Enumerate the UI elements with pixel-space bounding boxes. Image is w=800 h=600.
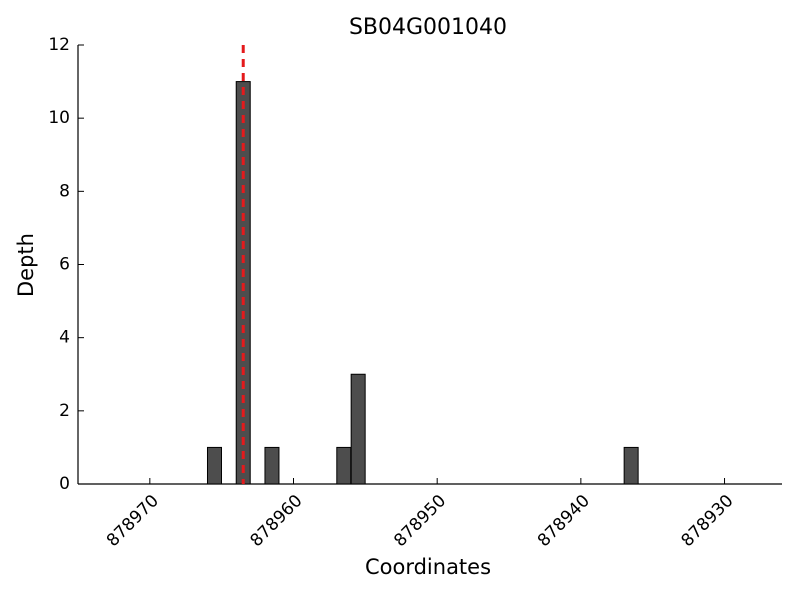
y-tick-label: 0: [59, 474, 70, 494]
bar: [206, 446, 222, 485]
y-tick-label: 12: [48, 35, 70, 55]
y-axis-label: Depth: [14, 233, 38, 297]
x-axis-label: Coordinates: [365, 555, 491, 579]
bar: [350, 373, 366, 485]
y-tick-label: 10: [48, 108, 70, 128]
y-tick-label: 6: [59, 255, 70, 275]
y-tick-label: 8: [59, 181, 70, 201]
chart-title: SB04G001040: [349, 15, 507, 40]
y-tick-label: 2: [59, 401, 70, 421]
bar: [336, 446, 352, 485]
y-tick-label: 4: [59, 328, 70, 348]
bar: [264, 446, 280, 485]
bar: [623, 446, 639, 485]
